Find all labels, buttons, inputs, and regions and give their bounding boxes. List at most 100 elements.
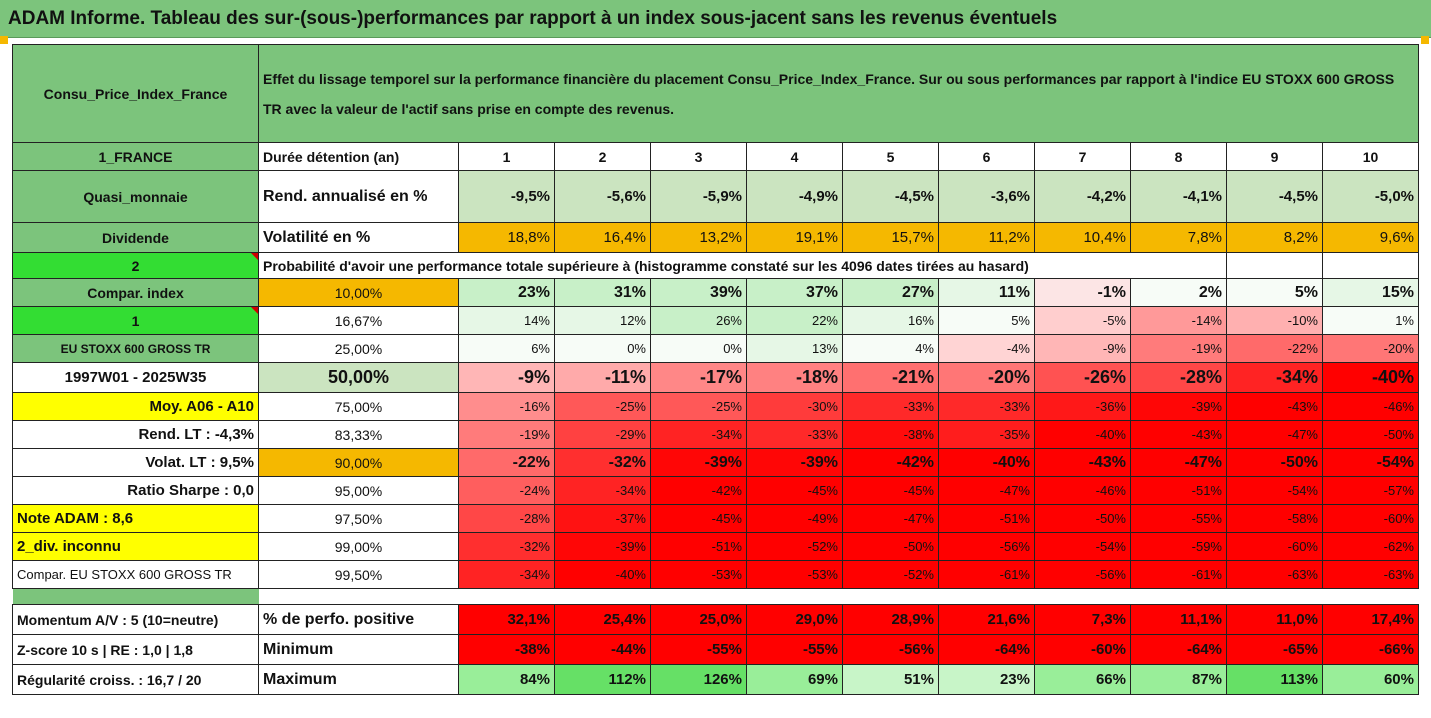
percentile-value-cell: -39% xyxy=(1130,392,1227,421)
row-left-label: 1 xyxy=(12,306,259,335)
percentile-value-cell: -28% xyxy=(1130,362,1227,393)
year-header: 10 xyxy=(1322,142,1419,171)
percentile-value-cell: -9% xyxy=(458,362,555,393)
percentile-value-cell: -33% xyxy=(842,392,939,421)
stats-cell: -66% xyxy=(1322,634,1419,665)
percentile-value-cell: -63% xyxy=(1322,560,1419,589)
percentile-value-cell: -60% xyxy=(1322,504,1419,533)
percentile-value-cell: -49% xyxy=(746,504,843,533)
percentile-value-cell: 26% xyxy=(650,306,747,335)
percentile-cell: 83,33% xyxy=(258,420,459,449)
stats-cell: 112% xyxy=(554,664,651,695)
row-left-label: Z-score 10 s | RE : 1,0 | 1,8 xyxy=(12,634,259,665)
stats-cell: 51% xyxy=(842,664,939,695)
annual-return-cell: -4,5% xyxy=(1226,170,1323,223)
percentile-value-cell: -43% xyxy=(1226,392,1323,421)
year-header: 5 xyxy=(842,142,939,171)
report-title: ADAM Informe. Tableau des sur-(sous-)per… xyxy=(0,0,1431,38)
percentile-value-cell: -25% xyxy=(650,392,747,421)
stats-cell: -64% xyxy=(938,634,1035,665)
row-left-label: Dividende xyxy=(12,222,259,253)
stats-cell: 126% xyxy=(650,664,747,695)
percentile-value-cell: -40% xyxy=(1322,362,1419,393)
percentile-value-cell: -18% xyxy=(746,362,843,393)
percentile-value-cell: 31% xyxy=(554,278,651,307)
year-header: 9 xyxy=(1226,142,1323,171)
percentile-cell: 16,67% xyxy=(258,306,459,335)
percentile-cell: 99,00% xyxy=(258,532,459,561)
percentile-value-cell: -5% xyxy=(1034,306,1131,335)
row-left-label: Rend. LT : -4,3% xyxy=(12,420,259,449)
corner-marker xyxy=(0,36,8,44)
percentile-value-cell: -34% xyxy=(554,476,651,505)
percentile-value-cell: -61% xyxy=(938,560,1035,589)
percentile-cell: 10,00% xyxy=(258,278,459,307)
annual-return-cell: -4,9% xyxy=(746,170,843,223)
performance-table: Consu_Price_Index_France Effet du lissag… xyxy=(12,44,1419,695)
percentile-value-cell: -25% xyxy=(554,392,651,421)
percentile-value-cell: -50% xyxy=(842,532,939,561)
volatility-cell: 11,2% xyxy=(938,222,1035,253)
percentile-value-cell: 2% xyxy=(1130,278,1227,307)
volatility-cell: 18,8% xyxy=(458,222,555,253)
percentile-value-cell: 0% xyxy=(650,334,747,363)
percentile-value-cell: 12% xyxy=(554,306,651,335)
year-header: 7 xyxy=(1034,142,1131,171)
stats-cell: 87% xyxy=(1130,664,1227,695)
percentile-value-cell: -51% xyxy=(938,504,1035,533)
percentile-cell: 50,00% xyxy=(258,362,459,393)
percentile-value-cell: -61% xyxy=(1130,560,1227,589)
annual-return-cell: -5,9% xyxy=(650,170,747,223)
percentile-value-cell: -32% xyxy=(554,448,651,477)
row-left-label: Régularité croiss. : 16,7 / 20 xyxy=(12,664,259,695)
percentile-value-cell: 15% xyxy=(1322,278,1419,307)
row-left-label: Ratio Sharpe : 0,0 xyxy=(12,476,259,505)
percentile-value-cell: -11% xyxy=(554,362,651,393)
percentile-value-cell: -46% xyxy=(1034,476,1131,505)
row-left-label: Momentum A/V : 5 (10=neutre) xyxy=(12,604,259,635)
row-label: Rend. annualisé en % xyxy=(258,170,459,223)
annual-return-cell: -9,5% xyxy=(458,170,555,223)
stats-cell: 25,0% xyxy=(650,604,747,635)
volatility-cell: 16,4% xyxy=(554,222,651,253)
percentile-value-cell: -47% xyxy=(938,476,1035,505)
row-left-label: Quasi_monnaie xyxy=(12,170,259,223)
volatility-cell: 8,2% xyxy=(1226,222,1323,253)
percentile-value-cell: -46% xyxy=(1322,392,1419,421)
percentile-cell: 25,00% xyxy=(258,334,459,363)
percentile-value-cell: -62% xyxy=(1322,532,1419,561)
annual-return-cell: -5,6% xyxy=(554,170,651,223)
row-left-label: Moy. A06 - A10 xyxy=(12,392,259,421)
percentile-value-cell: 27% xyxy=(842,278,939,307)
percentile-value-cell: 37% xyxy=(746,278,843,307)
percentile-value-cell: -50% xyxy=(1034,504,1131,533)
stats-cell: -64% xyxy=(1130,634,1227,665)
table-description: Effet du lissage temporel sur la perform… xyxy=(258,44,1419,143)
percentile-value-cell: -22% xyxy=(458,448,555,477)
row-left-label: Compar. EU STOXX 600 GROSS TR xyxy=(12,560,259,589)
stats-cell: 21,6% xyxy=(938,604,1035,635)
year-header: 4 xyxy=(746,142,843,171)
percentile-value-cell: -32% xyxy=(458,532,555,561)
percentile-value-cell: -22% xyxy=(1226,334,1323,363)
stats-cell: 113% xyxy=(1226,664,1323,695)
percentile-value-cell: -47% xyxy=(842,504,939,533)
percentile-value-cell: 13% xyxy=(746,334,843,363)
row-label: Maximum xyxy=(258,664,459,695)
percentile-value-cell: -45% xyxy=(746,476,843,505)
percentile-value-cell: -9% xyxy=(1034,334,1131,363)
stats-cell: 29,0% xyxy=(746,604,843,635)
row-left-label: Volat. LT : 9,5% xyxy=(12,448,259,477)
percentile-value-cell: 1% xyxy=(1322,306,1419,335)
percentile-value-cell: -50% xyxy=(1322,420,1419,449)
percentile-value-cell: -60% xyxy=(1226,532,1323,561)
percentile-value-cell: -53% xyxy=(746,560,843,589)
year-header: 3 xyxy=(650,142,747,171)
stats-cell: 23% xyxy=(938,664,1035,695)
year-header: 6 xyxy=(938,142,1035,171)
asset-name-header: Consu_Price_Index_France xyxy=(12,44,259,143)
percentile-value-cell: -59% xyxy=(1130,532,1227,561)
percentile-value-cell: -52% xyxy=(842,560,939,589)
percentile-value-cell: -28% xyxy=(458,504,555,533)
percentile-value-cell: -10% xyxy=(1226,306,1323,335)
